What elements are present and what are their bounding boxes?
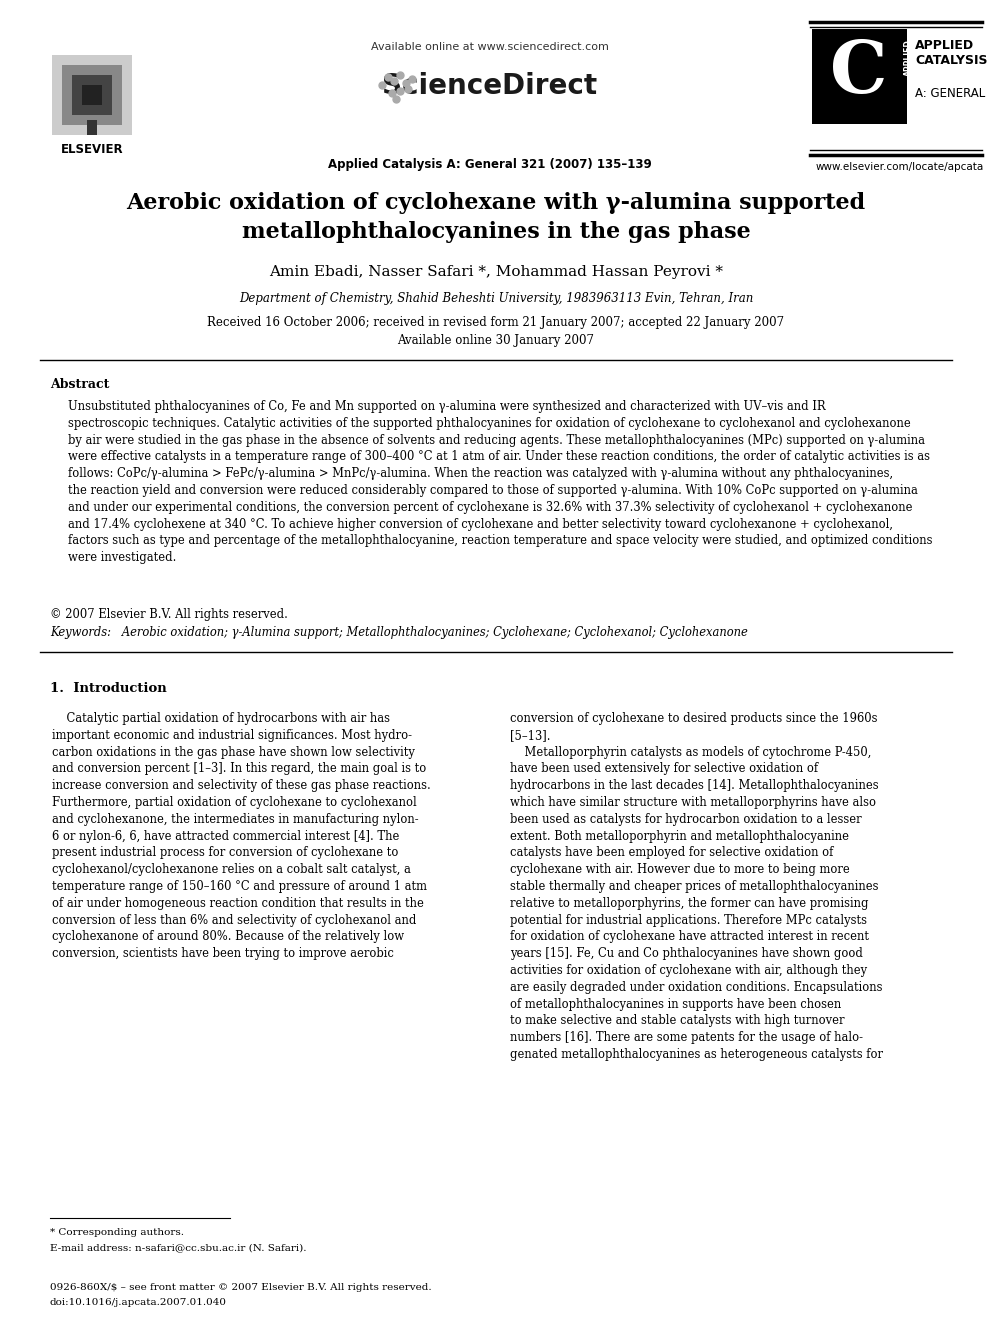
Text: Amin Ebadi, Nasser Safari *, Mohammad Hassan Peyrovi *: Amin Ebadi, Nasser Safari *, Mohammad Ha… [269, 265, 723, 279]
Text: A: GENERAL: A: GENERAL [915, 87, 985, 101]
Bar [72, 75, 112, 115]
Text: APPLIED: APPLIED [915, 38, 974, 52]
Bar [812, 29, 907, 124]
Text: 1.  Introduction: 1. Introduction [50, 681, 167, 695]
Text: doi:10.1016/j.apcata.2007.01.040: doi:10.1016/j.apcata.2007.01.040 [50, 1298, 227, 1307]
Text: conversion of cyclohexane to desired products since the 1960s
[5–13].
    Metall: conversion of cyclohexane to desired pro… [510, 712, 883, 1061]
Text: * Corresponding authors.: * Corresponding authors. [50, 1228, 184, 1237]
Text: Aerobic oxidation of cyclohexane with γ-alumina supported
metallophthalocyanines: Aerobic oxidation of cyclohexane with γ-… [126, 192, 866, 243]
Text: Received 16 October 2006; received in revised form 21 January 2007; accepted 22 : Received 16 October 2006; received in re… [207, 316, 785, 329]
Bar [62, 65, 122, 124]
Text: Abstract: Abstract [50, 378, 109, 392]
Text: E-mail address: n-safari@cc.sbu.ac.ir (N. Safari).: E-mail address: n-safari@cc.sbu.ac.ir (N… [50, 1244, 307, 1252]
Text: ScienceDirect: ScienceDirect [383, 71, 597, 101]
Bar [52, 56, 132, 135]
Bar [82, 85, 102, 105]
Text: APPLIED: APPLIED [904, 38, 913, 75]
Text: Unsubstituted phthalocyanines of Co, Fe and Mn supported on γ-alumina were synth: Unsubstituted phthalocyanines of Co, Fe … [68, 400, 932, 564]
Text: C: C [830, 37, 888, 108]
Text: 0926-860X/$ – see front matter © 2007 Elsevier B.V. All rights reserved.: 0926-860X/$ – see front matter © 2007 El… [50, 1283, 432, 1293]
Bar [87, 120, 97, 135]
Text: www.elsevier.com/locate/apcata: www.elsevier.com/locate/apcata [815, 161, 984, 172]
Text: Available online at www.sciencedirect.com: Available online at www.sciencedirect.co… [371, 42, 609, 52]
Text: Applied Catalysis A: General 321 (2007) 135–139: Applied Catalysis A: General 321 (2007) … [328, 157, 652, 171]
Text: CATALYSIS: CATALYSIS [915, 54, 987, 67]
Text: Available online 30 January 2007: Available online 30 January 2007 [398, 333, 594, 347]
Text: Department of Chemistry, Shahid Beheshti University, 1983963113 Evin, Tehran, Ir: Department of Chemistry, Shahid Beheshti… [239, 292, 753, 306]
Text: Catalytic partial oxidation of hydrocarbons with air has
important economic and : Catalytic partial oxidation of hydrocarb… [52, 712, 431, 960]
Text: © 2007 Elsevier B.V. All rights reserved.: © 2007 Elsevier B.V. All rights reserved… [50, 609, 288, 620]
Text: Keywords:   Aerobic oxidation; γ-Alumina support; Metallophthalocyanines; Cycloh: Keywords: Aerobic oxidation; γ-Alumina s… [50, 626, 748, 639]
Text: ELSEVIER: ELSEVIER [61, 143, 123, 156]
